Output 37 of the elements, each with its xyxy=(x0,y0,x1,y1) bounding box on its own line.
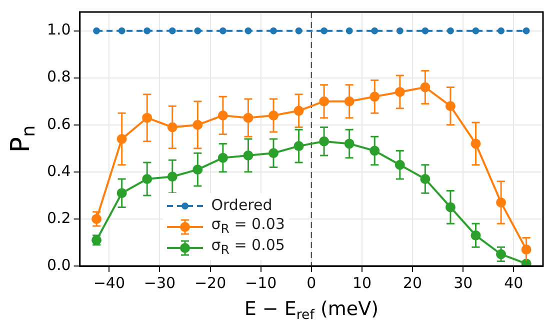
point xyxy=(295,27,302,34)
point xyxy=(320,27,328,34)
point xyxy=(446,27,454,34)
x-tick-label: −40 xyxy=(93,274,126,292)
point xyxy=(144,27,151,34)
y-tick-label: 0.0 xyxy=(46,256,71,274)
x-tick-label: 30 xyxy=(454,274,473,292)
legend-label: σ$_{R}$ = 0.03 xyxy=(211,215,285,236)
x-tick-label: 40 xyxy=(504,274,524,292)
x-tick-label: −30 xyxy=(144,274,176,292)
y-tick-label: 0.8 xyxy=(46,68,71,86)
x-tick-label: 10 xyxy=(352,274,372,292)
point xyxy=(371,27,378,34)
point xyxy=(270,27,278,34)
legend-label: σ$_{R}$ = 0.05 xyxy=(211,235,285,259)
y-axis-title: Pn xyxy=(6,125,40,153)
point xyxy=(93,27,100,34)
y-tick-label: 0.6 xyxy=(46,114,71,133)
point xyxy=(498,27,505,34)
x-tick-label: −20 xyxy=(194,274,226,292)
x-tick-label: −10 xyxy=(245,274,277,292)
y-tick-label: 0.2 xyxy=(46,208,71,227)
point xyxy=(194,27,202,34)
point xyxy=(346,27,353,34)
legend-label: Ordered xyxy=(211,195,272,216)
point xyxy=(396,27,404,34)
point xyxy=(522,27,530,34)
x-tick-label: 20 xyxy=(403,274,422,292)
point xyxy=(219,27,226,34)
point xyxy=(422,27,429,34)
point xyxy=(244,27,252,34)
x-tick-label: 0 xyxy=(306,274,316,292)
point xyxy=(472,27,480,34)
y-tick-label: 1.0 xyxy=(46,20,71,39)
point xyxy=(168,27,176,34)
y-tick-label: 0.4 xyxy=(46,162,71,180)
point xyxy=(118,27,126,34)
